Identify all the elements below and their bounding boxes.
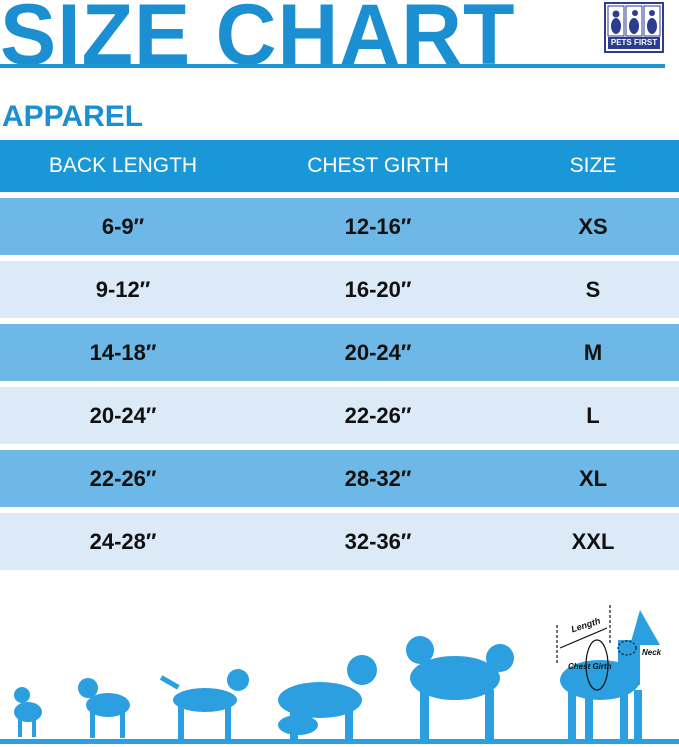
dog-s-icon [78,678,130,738]
cell-chest-girth: 20-24″ [344,339,412,365]
section-title: APPAREL [2,100,144,133]
cell-back-length: 6-9″ [101,213,145,239]
cell-size: XS [578,213,608,239]
cell-chest-girth: 16-20″ [344,276,412,302]
cell-back-length: 20-24″ [89,402,157,428]
header-back-length: BACK LENGTH [48,154,198,177]
dog-m-icon [159,669,249,739]
table-row: 14-18″ 20-24″ M [0,324,679,381]
cell-back-length: 14-18″ [89,339,157,365]
header-size: SIZE [569,154,617,177]
cell-chest-girth: 32-36″ [344,528,412,554]
brand-name: PETS FIRST [608,37,660,49]
title-underline [0,64,665,68]
table-row: 9-12″ 16-20″ S [0,261,679,318]
cell-size: XL [578,465,608,491]
cell-back-length: 24-28″ [89,528,157,554]
table-row: 20-24″ 22-26″ L [0,387,679,444]
chest-girth-label: Chest Girth [568,662,612,671]
dogs-logo-icon [607,5,661,37]
cell-back-length: 9-12″ [95,276,151,302]
table-row: 6-9″ 12-16″ XS [0,198,679,255]
table-row: 24-28″ 32-36″ XXL [0,513,679,570]
cell-size: L [586,402,600,428]
cell-size: XXL [571,528,615,554]
dog-l-icon [278,655,377,740]
cell-chest-girth: 28-32″ [344,465,412,491]
neck-label: Neck [642,648,662,657]
table-header: BACK LENGTH CHEST GIRTH SIZE [0,140,679,192]
cell-chest-girth: 12-16″ [344,213,412,239]
cell-size: M [583,339,603,365]
brand-logo: PETS FIRST [604,2,664,53]
header-chest-girth: CHEST GIRTH [307,154,449,177]
dog-xl-icon [406,636,514,740]
table-row: 22-26″ 28-32″ XL [0,450,679,507]
cell-size: S [585,276,601,302]
dog-sizes-illustration: Length Chest Girth Neck [0,605,679,744]
cell-back-length: 22-26″ [89,465,157,491]
page-title: SIZE CHART [0,0,516,83]
dog-xxl-icon [560,610,660,740]
dog-xs-icon [14,687,42,737]
cell-chest-girth: 22-26″ [344,402,412,428]
